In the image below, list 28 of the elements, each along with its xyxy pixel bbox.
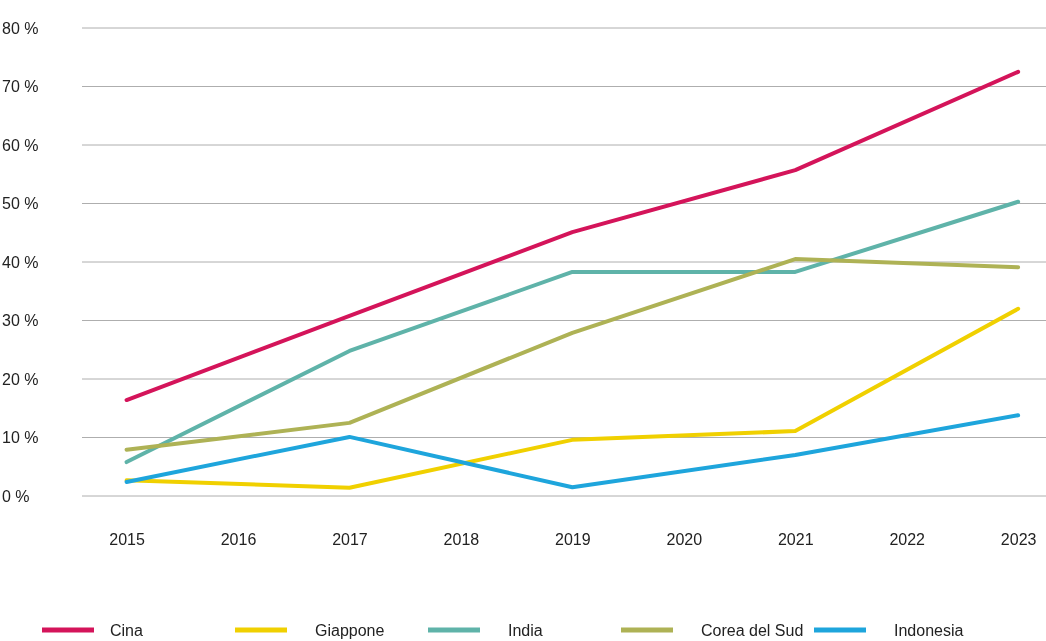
legend-label: Giappone <box>315 622 385 639</box>
legend-label: Corea del Sud <box>701 622 804 639</box>
legend-label: Cina <box>110 622 144 639</box>
x-tick-label: 2023 <box>1000 531 1037 549</box>
x-tick-label: 2019 <box>555 531 591 549</box>
x-tick-label: 2022 <box>889 531 926 549</box>
legend-label: Indonesia <box>894 622 964 639</box>
x-tick-label: 2017 <box>332 531 368 549</box>
line-series <box>124 257 1021 452</box>
x-tick-label: 2015 <box>109 531 145 549</box>
x-tick-label: 2018 <box>443 531 480 549</box>
x-tick-label: 2020 <box>666 531 703 549</box>
y-tick-label: 10 % <box>2 429 39 447</box>
y-tick-label: 30 % <box>2 312 39 330</box>
y-tick-label: 20 % <box>2 370 39 388</box>
y-tick-label: 40 % <box>2 253 39 271</box>
x-tick-label: 2021 <box>777 531 814 549</box>
x-tick-label: 2016 <box>220 531 257 549</box>
y-tick-label: 80 % <box>2 19 39 37</box>
y-tick-label: 70 % <box>2 78 39 96</box>
line-series <box>124 69 1021 403</box>
y-tick-label: 50 % <box>2 195 39 213</box>
y-tick-label: 60 % <box>2 136 39 154</box>
line-series <box>124 306 1021 490</box>
line-series <box>124 413 1021 490</box>
y-tick-label: 0 % <box>2 487 30 505</box>
legend-label: India <box>508 622 543 639</box>
line-series <box>124 199 1021 465</box>
